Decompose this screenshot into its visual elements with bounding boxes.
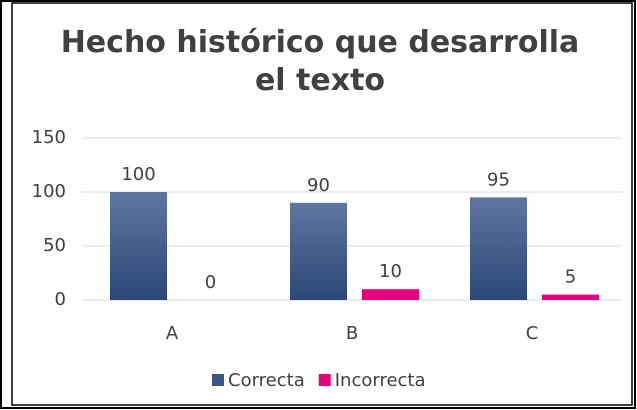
legend-swatch	[212, 374, 224, 386]
y-tick-label: 50	[43, 235, 66, 256]
legend-label: Correcta	[228, 370, 305, 391]
data-label: 100	[121, 164, 155, 185]
x-tick-label: B	[346, 323, 358, 344]
bar	[470, 197, 527, 300]
bar	[542, 294, 599, 300]
data-label: 10	[379, 261, 402, 282]
bar	[362, 289, 419, 300]
data-label: 90	[307, 175, 330, 196]
data-label: 0	[205, 272, 216, 293]
y-tick-label: 100	[32, 181, 66, 202]
data-label: 95	[487, 169, 510, 190]
data-label: 5	[565, 267, 576, 288]
chart-title: Hecho histórico que desarrolla el texto	[60, 25, 580, 98]
legend-label: Incorrecta	[335, 370, 426, 391]
bar	[110, 192, 167, 300]
y-tick-label: 0	[55, 289, 66, 310]
bar	[290, 202, 347, 300]
x-tick-label: A	[166, 323, 179, 344]
legend-swatch	[318, 374, 331, 386]
x-tick-label: C	[526, 323, 539, 344]
y-tick-label: 150	[32, 127, 66, 148]
